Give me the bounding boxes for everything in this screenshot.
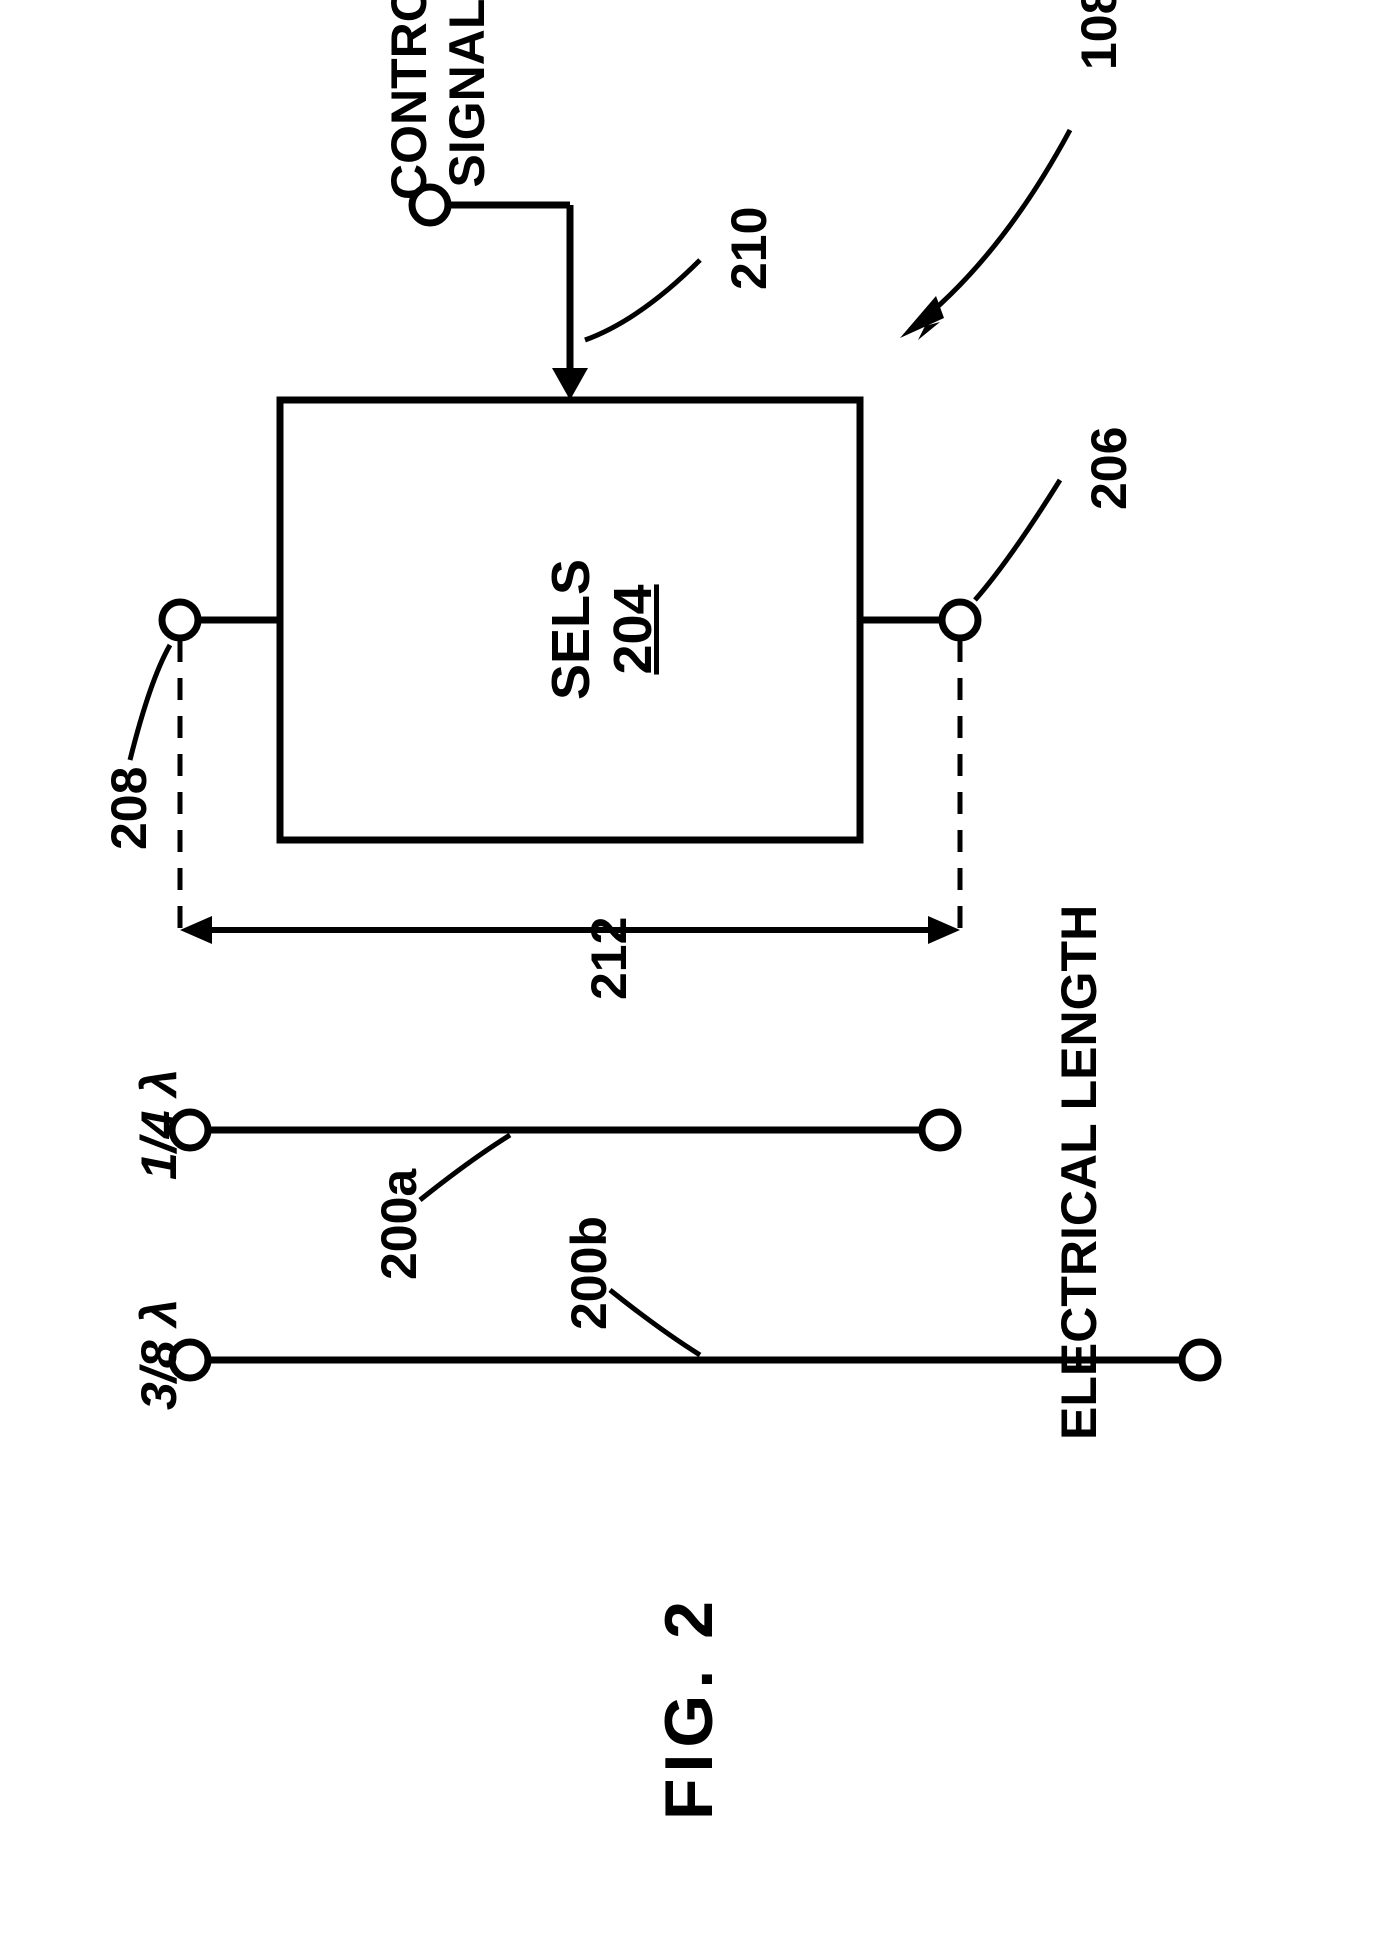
ref-212: 212 (580, 917, 638, 1000)
electrical-length-label: ELECTRICAL LENGTH (1050, 905, 1108, 1440)
figure-canvas: 108 CONTROL SIGNALS 210 SELS 204 208 206… (0, 0, 1390, 1948)
quarter-lambda-label: 1/4 λ (130, 1069, 188, 1180)
leader-200b (610, 1290, 700, 1355)
leader-108 (900, 130, 1070, 340)
ref-206: 206 (1080, 427, 1138, 510)
ref-200b: 200b (560, 1216, 618, 1330)
ref-210: 210 (720, 207, 778, 290)
leader-206 (975, 480, 1060, 600)
block-text: SELS 204 (540, 559, 664, 700)
control-signals-label: CONTROL SIGNALS (380, 0, 496, 200)
ref-208: 208 (100, 767, 158, 850)
dimension-212 (180, 916, 960, 944)
leader-210 (585, 260, 700, 340)
ref-200a: 200a (370, 1169, 428, 1280)
left-port (162, 602, 280, 638)
leader-200a (420, 1135, 510, 1200)
line-quarter-lambda (172, 1112, 958, 1148)
control-signal-line (412, 187, 588, 400)
three-eighths-lambda-label: 3/8 λ (130, 1299, 188, 1410)
control-line1: CONTROL (381, 0, 437, 200)
right-port (860, 602, 978, 638)
figure-caption: FIG. 2 (650, 1595, 728, 1820)
block-ref: 204 (603, 584, 663, 674)
block-name: SELS (541, 559, 601, 700)
ref-108: 108 (1070, 0, 1128, 70)
leader-208 (130, 645, 170, 760)
control-line2: SIGNALS (439, 0, 495, 188)
